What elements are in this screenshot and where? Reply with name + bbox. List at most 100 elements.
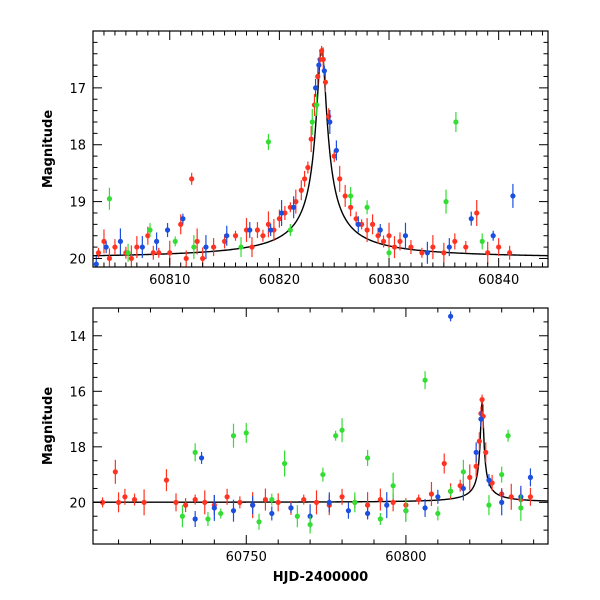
data-point (224, 494, 230, 500)
data-series-1 (93, 58, 516, 267)
y-tick-label: 19 (69, 196, 86, 211)
data-point (416, 496, 422, 503)
data-point (428, 491, 435, 497)
data-point (348, 193, 354, 199)
data-point (128, 255, 134, 262)
data-point (250, 502, 256, 508)
data-point (508, 494, 514, 500)
data-series-2 (106, 93, 485, 262)
data-point (333, 433, 339, 439)
data-point (320, 471, 326, 478)
data-point (203, 244, 209, 250)
data-point (254, 227, 261, 233)
data-point (505, 433, 511, 439)
model-curve (93, 399, 548, 503)
x-tick-label: 60800 (385, 550, 426, 565)
data-point (390, 483, 396, 489)
data-point (265, 221, 272, 227)
data-point (288, 505, 294, 511)
data-point (172, 238, 178, 245)
data-point (101, 238, 107, 245)
data-point (305, 164, 311, 171)
data-point (269, 496, 275, 503)
data-point (99, 499, 106, 505)
data-point (460, 469, 466, 475)
data-point (178, 221, 184, 227)
data-point (95, 250, 102, 256)
data-point (364, 502, 371, 508)
data-point (364, 510, 371, 517)
y-tick-label: 18 (69, 441, 86, 456)
data-point (150, 250, 156, 256)
data-point (294, 513, 300, 519)
data-point (478, 416, 484, 422)
data-point (422, 505, 428, 511)
data-point (369, 221, 376, 227)
data-point (276, 216, 282, 222)
data-point (211, 505, 217, 511)
data-series-2 (179, 371, 524, 534)
data-point (355, 221, 361, 227)
plot-frame (92, 307, 549, 545)
data-point (224, 233, 230, 239)
data-point (139, 244, 145, 250)
data-point (173, 499, 179, 505)
x-tick-label: 60830 (368, 273, 409, 288)
data-point (337, 176, 343, 182)
data-point (467, 474, 473, 480)
y-tick-label: 20 (69, 252, 86, 267)
data-point (106, 196, 113, 202)
data-point (326, 113, 332, 119)
data-point (309, 119, 315, 125)
data-point (180, 216, 186, 222)
data-point (182, 502, 189, 508)
x-tick-label: 60810 (149, 273, 190, 288)
y-tick-label: 20 (69, 496, 86, 511)
data-point (103, 244, 109, 250)
data-point (316, 62, 322, 68)
data-point (134, 244, 140, 250)
data-point (230, 433, 237, 439)
data-point (353, 216, 359, 222)
data-point (474, 210, 480, 216)
data-point (490, 233, 496, 239)
data-point (112, 469, 118, 475)
data-point (402, 233, 409, 239)
data-point (314, 102, 320, 108)
x-tick-label: 60750 (226, 550, 267, 565)
data-point (313, 499, 320, 505)
data-point (269, 510, 275, 517)
data-point (364, 227, 370, 233)
data-point (301, 496, 307, 503)
data-point (117, 238, 124, 245)
data-point (435, 510, 441, 517)
data-point (243, 430, 249, 436)
data-point (321, 68, 327, 74)
data-point (125, 250, 131, 256)
data-point (518, 505, 524, 511)
data-point (443, 199, 449, 205)
data-point (435, 494, 441, 500)
data-point (424, 250, 430, 256)
data-point (291, 204, 297, 210)
data-point (122, 494, 128, 500)
data-point (364, 204, 370, 210)
data-point (419, 250, 425, 256)
data-point (189, 176, 195, 182)
data-point (218, 510, 224, 517)
data-point (403, 508, 409, 514)
data-point (307, 521, 313, 528)
data-point (192, 516, 198, 522)
data-point (386, 250, 392, 256)
data-point (479, 397, 485, 403)
data-point (298, 187, 304, 193)
data-point (115, 499, 122, 505)
data-point (256, 519, 262, 525)
data-point (430, 244, 436, 250)
data-point (275, 499, 281, 505)
data-point (221, 238, 228, 245)
data-point (302, 176, 308, 182)
data-point (375, 233, 381, 239)
data-point (268, 227, 274, 233)
